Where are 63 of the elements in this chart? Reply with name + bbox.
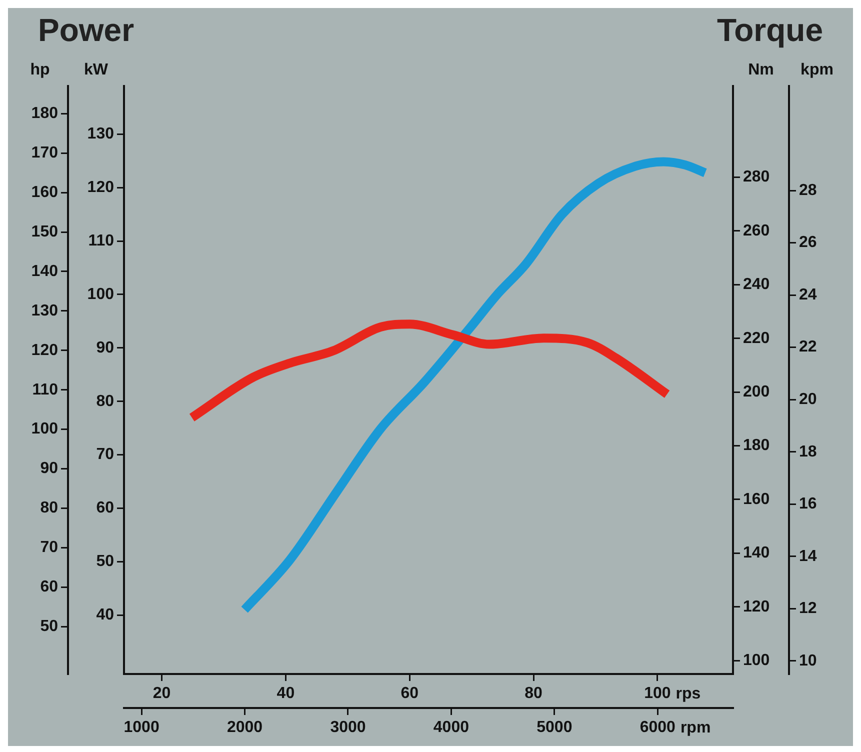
x2-tick-label: 20	[152, 685, 171, 702]
x-tick-label: 3000	[330, 719, 366, 736]
y-tick-label: 120	[31, 342, 58, 359]
y-tick-label: 100	[31, 420, 58, 438]
x2-tick-label: 80	[524, 685, 543, 702]
y2-tick-label: 10	[799, 652, 817, 670]
y-tick-label: 100	[743, 652, 770, 669]
y-tick-label: 160	[743, 490, 770, 508]
y2-tick-label: 24	[799, 286, 817, 304]
y2-tick-label: 12	[799, 600, 817, 618]
y-tick-label: 160	[31, 184, 58, 201]
y2-tick-label: 16	[799, 496, 817, 513]
y2-tick-label: 14	[799, 548, 817, 565]
chart-title: Power	[38, 12, 134, 50]
x-tick-label: 4000	[433, 719, 470, 736]
y2-tick-label: 80	[96, 392, 114, 410]
y-tick-label: 130	[31, 302, 58, 320]
y2-tick-label: 130	[87, 126, 114, 143]
y-tick-label: 70	[40, 539, 58, 556]
y-tick-label: 240	[743, 276, 770, 294]
y2-tick-label: 20	[799, 391, 817, 408]
x2-tick-label: 60	[400, 685, 419, 702]
x2-tick-label: 100	[644, 685, 671, 702]
y-tick-label: 180	[743, 437, 770, 454]
y-axis-title: hp	[30, 61, 50, 78]
y-tick-label: 280	[743, 168, 770, 186]
x-tick-label: 2000	[226, 719, 263, 736]
y2-tick-label: 100	[87, 286, 114, 303]
y-tick-label: 110	[32, 381, 58, 398]
y-tick-label: 220	[743, 330, 770, 347]
y-tick-label: 140	[743, 544, 770, 562]
x2-axis-title: rps	[676, 685, 701, 702]
y-tick-label: 80	[40, 500, 58, 517]
y-tick-label: 200	[743, 383, 770, 400]
y2-tick-label: 22	[799, 338, 817, 356]
x-axis-title: rpm	[680, 719, 711, 736]
y2-axis-title: kW	[84, 61, 109, 78]
x-tick-label: 6000	[640, 719, 676, 736]
y-tick-label: 180	[31, 105, 58, 122]
y2-axis-title: kpm	[800, 61, 834, 78]
y-tick-label: 90	[40, 460, 58, 478]
y-tick-label: 170	[31, 144, 58, 162]
y2-tick-label: 40	[96, 606, 114, 624]
y-tick-label: 150	[31, 223, 58, 240]
y-tick-label: 50	[40, 618, 58, 636]
y2-tick-label: 90	[96, 339, 114, 356]
y2-tick-label: 28	[799, 182, 817, 199]
y2-tick-label: 18	[799, 443, 817, 460]
y2-tick-label: 70	[96, 446, 114, 464]
y-tick-label: 260	[743, 222, 770, 240]
y-axis-title: Nm	[748, 61, 774, 78]
x-tick-label: 5000	[536, 719, 572, 736]
x-tick-label: 1000	[124, 719, 160, 736]
y2-tick-label: 50	[96, 553, 114, 570]
y2-tick-label: 60	[96, 500, 114, 517]
y-tick-label: 120	[743, 598, 770, 616]
y2-tick-label: 120	[87, 178, 114, 196]
y2-tick-label: 110	[88, 232, 114, 250]
y2-tick-label: 26	[799, 234, 817, 252]
chart-title: Torque	[716, 12, 823, 50]
x2-tick-label: 40	[276, 685, 295, 702]
y-tick-label: 60	[40, 578, 58, 596]
y-tick-label: 140	[31, 262, 58, 280]
